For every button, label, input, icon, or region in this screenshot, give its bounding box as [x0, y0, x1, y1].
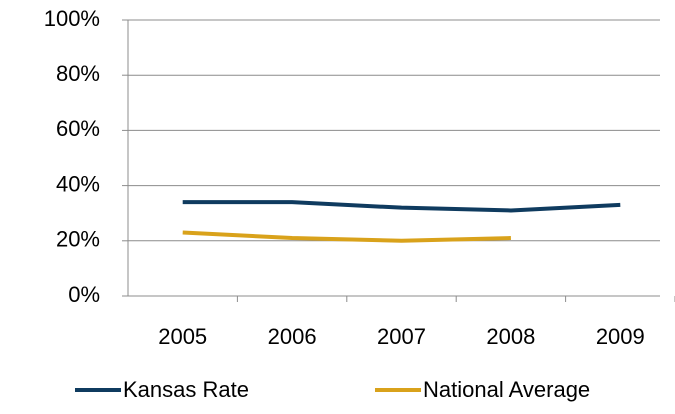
- y-tick-label: 100%: [44, 6, 100, 31]
- x-tick-label: 2005: [158, 324, 207, 349]
- series-line: [182, 230, 511, 243]
- y-tick-label: 40%: [56, 171, 100, 196]
- x-tick-label: 2009: [596, 324, 645, 349]
- series-line: [182, 200, 621, 213]
- legend-label: Kansas Rate: [123, 377, 249, 402]
- y-tick-label: 20%: [56, 227, 100, 252]
- x-tick-label: 2007: [377, 324, 426, 349]
- y-tick-label: 0%: [68, 282, 100, 307]
- x-tick-label: 2008: [486, 324, 535, 349]
- y-tick-label: 80%: [56, 61, 100, 86]
- x-tick-label: 2006: [268, 324, 317, 349]
- y-tick-label: 60%: [56, 116, 100, 141]
- legend-label: National Average: [423, 377, 590, 402]
